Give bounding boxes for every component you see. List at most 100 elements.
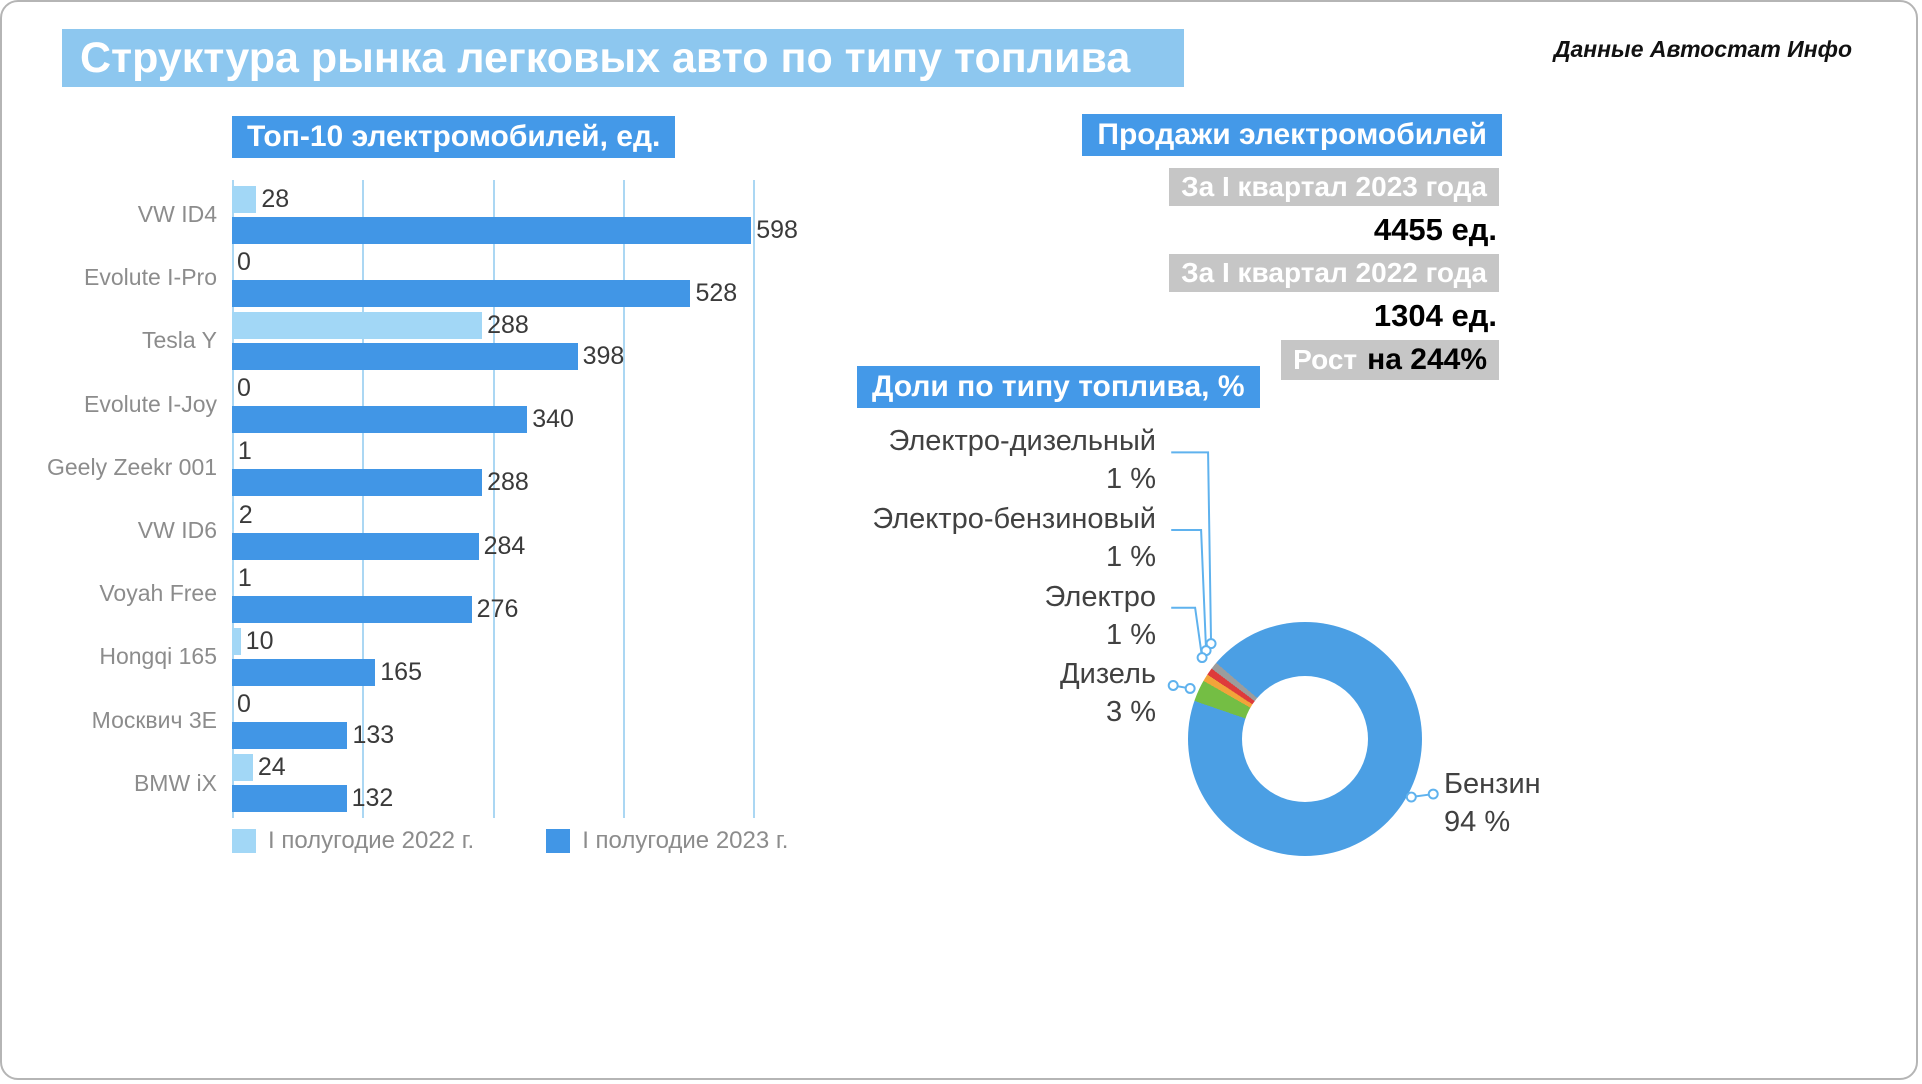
bar-2023 [232, 785, 347, 813]
bar-line-2022: 1 [232, 563, 753, 592]
leader-dot [1196, 652, 1208, 664]
bar-category-label: BMW iX [133, 769, 217, 796]
bar-2022-value: 24 [257, 753, 286, 782]
bar-pair: 288 398 [232, 310, 753, 370]
donut-label-diesel: Дизель 3 % [1060, 655, 1156, 731]
bar-chart-row: Москвич 3Е 0 133 [47, 689, 759, 752]
bar-line-2023: 284 [232, 531, 753, 560]
bar-2022-value: 0 [237, 247, 251, 276]
bar-line-2023: 528 [232, 279, 753, 307]
gridline [492, 180, 495, 818]
stat-label-2023: За I квартал 2023 года [1169, 168, 1499, 206]
sales-panel-title: Продажи электромобилей [1082, 114, 1502, 156]
gridline [622, 180, 625, 818]
segment-name: Электро-дизельный [888, 425, 1157, 457]
legend-item: I полугодие 2022 г. [232, 827, 474, 855]
legend-label: I полугодие 2023 г. [582, 827, 789, 854]
segment-value: 94 % [1444, 806, 1511, 838]
bar-chart-row: VW ID4 28 598 [47, 183, 798, 246]
bar-2023-value: 276 [476, 594, 519, 623]
gridline [753, 180, 755, 818]
legend-swatch [546, 829, 571, 853]
bar-2022 [232, 564, 233, 592]
bar-line-2023: 598 [232, 216, 798, 244]
legend-swatch [232, 829, 256, 853]
bar-category-label: Voyah Free [99, 580, 217, 607]
bar-2022 [232, 754, 253, 782]
bar-2022-value: 2 [238, 500, 253, 529]
legend-label: I полугодие 2022 г. [268, 827, 475, 854]
bar-category-label: VW ID6 [137, 517, 217, 544]
bar-line-2023: 276 [232, 594, 753, 623]
bar-2023 [232, 279, 691, 307]
bar-category-label: VW ID4 [137, 201, 217, 228]
bar-2023-value: 398 [582, 341, 625, 370]
bar-2023 [232, 722, 348, 750]
bar-line-2023: 398 [232, 341, 753, 370]
bar-2022 [232, 501, 234, 529]
bar-line-2022: 0 [232, 374, 753, 403]
bar-category-label: Evolute I-Joy [84, 390, 217, 417]
bar-line-2023: 132 [232, 784, 753, 813]
bar-rows: VW ID4 28 598 Evolute I-Pro 0 528 [47, 183, 798, 815]
leader-electro-diesel [1171, 451, 1213, 644]
bar-line-2022: 2 [232, 500, 753, 529]
bar-chart-row: Voyah Free 1 276 [47, 562, 759, 625]
bar-chart-row: BMW iX 24 132 [47, 752, 759, 815]
bar-line-2022: 24 [232, 753, 753, 782]
bar-category-label: Evolute I-Pro [84, 264, 217, 291]
bar-2022-value: 28 [261, 184, 290, 213]
bar-pair: 24 132 [232, 753, 753, 813]
bar-line-2022: 0 [232, 690, 753, 719]
plot-grid [232, 180, 755, 818]
bar-category-label: Москвич 3Е [91, 706, 217, 733]
growth-value: на 244% [1367, 343, 1487, 376]
bar-2022 [232, 627, 241, 655]
bar-2022-value: 288 [487, 310, 529, 339]
bar-2022-value: 0 [237, 690, 251, 719]
bar-2022-value: 0 [237, 374, 251, 403]
donut-label-electro: Электро 1 % [1045, 578, 1156, 654]
bar-chart-row: Hongqi 165 10 165 [47, 625, 759, 688]
leader-dot [1427, 788, 1439, 800]
growth-label: Рост [1293, 344, 1358, 375]
segment-value: 1 % [1106, 463, 1156, 495]
bar-2023 [232, 406, 528, 434]
data-source-label: Данные Автостат Инфо [1553, 36, 1852, 62]
stat-label-2022: За I квартал 2022 года [1169, 254, 1499, 292]
bar-2022-value: 1 [237, 437, 252, 466]
bar-category-label: Tesla Y [141, 327, 217, 354]
leader-petrol [1411, 793, 1434, 799]
leader-dot [1205, 638, 1217, 650]
bar-chart-row: VW ID6 2 284 [47, 499, 759, 562]
bar-2023-value: 288 [487, 468, 529, 497]
bar-2023-value: 165 [380, 657, 422, 686]
segment-value: 1 % [1106, 541, 1156, 573]
donut-label-petrol: Бензин 94 % [1444, 765, 1541, 841]
leader-dot [1184, 682, 1196, 694]
bar-2023-value: 340 [532, 405, 574, 434]
bar-category-label: Hongqi 165 [99, 643, 217, 670]
bar-line-2022: 1 [232, 437, 753, 466]
bar-line-2023: 340 [232, 405, 753, 434]
bar-2023-value: 598 [756, 215, 798, 244]
leader-diesel [1173, 684, 1191, 690]
bar-line-2023: 165 [232, 657, 753, 686]
bar-pair: 10 165 [232, 626, 753, 686]
bar-2022-value: 10 [245, 626, 274, 655]
bar-line-2023: 133 [232, 721, 753, 750]
bar-chart-title: Топ-10 электромобилей, ед. [232, 116, 676, 158]
bar-chart-row: Evolute I-Joy 0 340 [47, 373, 759, 436]
bar-2023 [232, 469, 483, 497]
gridline [232, 180, 234, 818]
bar-2023 [232, 595, 472, 623]
bar-2022-value: 1 [237, 563, 252, 592]
bar-pair: 0 133 [232, 690, 753, 750]
bar-chart-row: Tesla Y 288 398 [47, 309, 759, 372]
bar-2023 [232, 216, 752, 244]
bar-2023-value: 284 [483, 531, 526, 560]
segment-name: Электро [1044, 581, 1156, 613]
bar-line-2022: 28 [232, 184, 753, 213]
segment-name: Электро-бензиновый [872, 503, 1156, 535]
